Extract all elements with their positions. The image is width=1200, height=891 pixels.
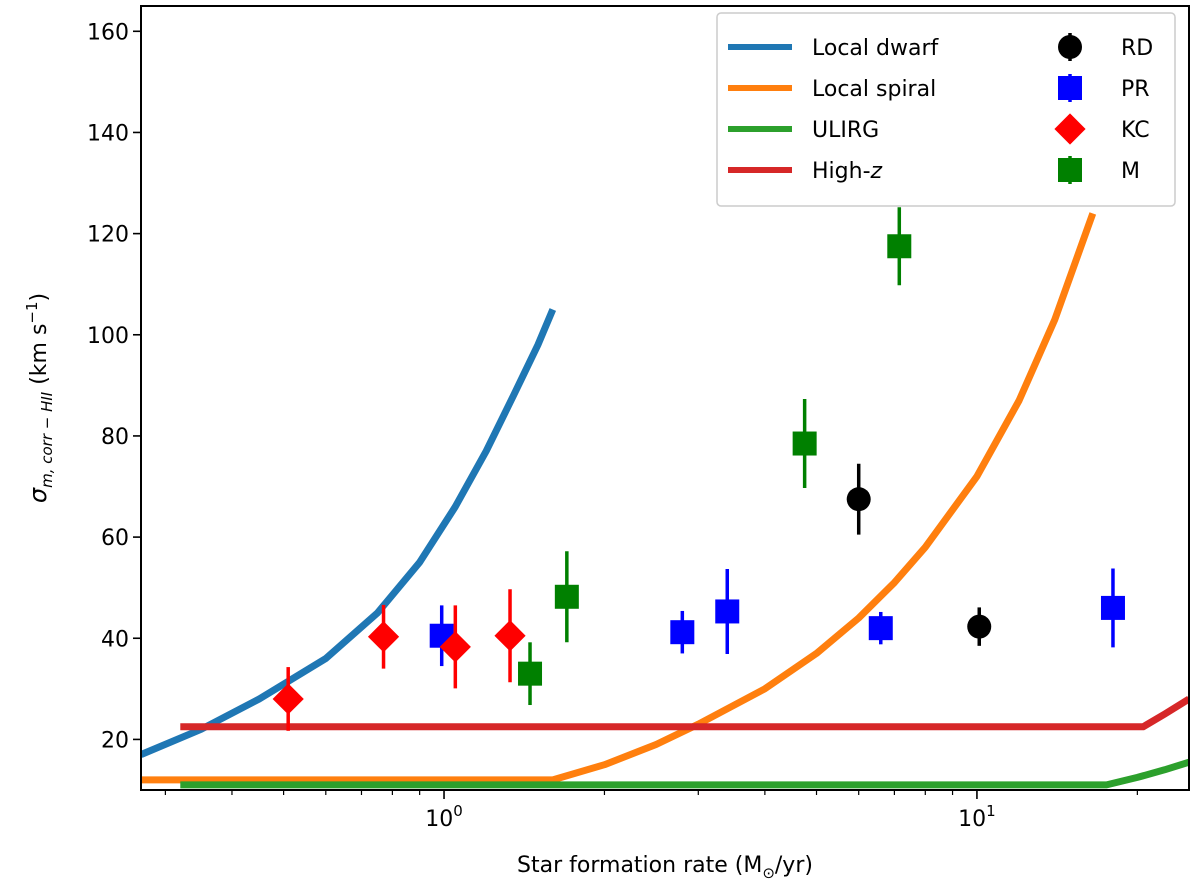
legend-label: RD [1121, 36, 1153, 61]
y-label-units-b: ) [27, 293, 52, 302]
line-local-spiral [141, 212, 1097, 784]
point-kc-1 [272, 667, 304, 731]
y-label-units-sup: −1 [23, 301, 41, 323]
y-tick-label: 100 [87, 324, 129, 349]
y-label-sigma: σ [24, 487, 52, 503]
marker [272, 683, 304, 715]
y-axis: 20 40 60 80 100 120 140 160 [87, 20, 141, 753]
legend-label: M [1121, 159, 1140, 184]
marker [887, 234, 912, 259]
legend-marker [1058, 76, 1082, 100]
legend-item-kc: KC [1054, 113, 1150, 145]
marker [868, 616, 893, 641]
point-pr-5 [1100, 568, 1125, 648]
point-m-1 [518, 642, 543, 706]
marker [554, 584, 579, 609]
line-local-dwarf [141, 308, 557, 758]
point-kc-2 [367, 604, 400, 669]
y-label-units-a: (km s [27, 324, 52, 392]
x-axis-label: Star formation rate (M⊙/yr) [517, 853, 813, 882]
x-axis: 100 101 [164, 790, 1138, 832]
point-pr-4 [868, 611, 893, 645]
point-m-2 [554, 551, 579, 643]
legend-item-pr: PR [1058, 74, 1150, 102]
legend-label: Local dwarf [812, 36, 939, 61]
marker [846, 487, 871, 512]
marker [367, 621, 400, 653]
legend-label: PR [1121, 77, 1150, 102]
y-label-sub: m, corr − HII [38, 391, 56, 488]
marker [670, 620, 695, 645]
y-tick-label: 120 [87, 223, 129, 248]
legend-item-m: M [1058, 156, 1140, 184]
legend-item-high-z: High-z [728, 159, 883, 184]
marker [494, 620, 526, 652]
legend-item-ulirg: ULIRG [728, 118, 879, 143]
point-pr-3 [715, 568, 740, 654]
marker [1100, 595, 1125, 620]
legend-item-local-dwarf: Local dwarf [728, 36, 939, 61]
y-tick-label: 40 [101, 627, 129, 652]
point-m-3 [792, 399, 817, 489]
legend-item-local-spiral: Local spiral [728, 77, 936, 102]
y-axis-label: σm, corr − HII (km s−1) [23, 293, 56, 503]
plot-frame [140, 5, 1190, 791]
marker [439, 631, 471, 663]
legend: Local dwarf Local spiral ULIRG High-z RD PR KC… [716, 12, 1176, 207]
point-rd-1 [846, 463, 871, 535]
model-lines [141, 212, 1189, 789]
marker [967, 614, 992, 639]
marker [715, 599, 740, 624]
y-tick-label: 160 [87, 20, 129, 45]
point-m-4 [887, 207, 912, 286]
point-pr-2 [670, 610, 695, 654]
legend-box [716, 12, 1176, 207]
line-high-z [180, 696, 1189, 731]
legend-label: ULIRG [812, 118, 879, 143]
x-tick-label: 101 [958, 802, 996, 832]
marker [792, 431, 817, 456]
legend-marker [1054, 113, 1086, 145]
legend-marker [1058, 158, 1082, 182]
x-label-sub: ⊙ [762, 864, 775, 882]
x-label-prefix: Star formation rate (M [517, 853, 762, 878]
y-tick-label: 20 [101, 728, 129, 753]
point-kc-4 [494, 589, 526, 683]
legend-label: Local spiral [812, 77, 936, 102]
y-tick-label: 80 [101, 425, 129, 450]
marker [518, 661, 543, 686]
legend-item-rd: RD [1058, 33, 1153, 61]
y-tick-label: 60 [101, 526, 129, 551]
x-tick-label: 100 [425, 802, 463, 832]
point-rd-2 [967, 607, 992, 646]
point-kc-3 [439, 605, 471, 689]
legend-label: KC [1121, 118, 1150, 143]
line-ulirg [180, 758, 1189, 789]
legend-label: High-z [812, 159, 883, 184]
data-points [272, 207, 1125, 731]
x-label-suffix: /yr) [775, 853, 813, 878]
y-tick-label: 140 [87, 121, 129, 146]
legend-marker [1058, 35, 1082, 59]
